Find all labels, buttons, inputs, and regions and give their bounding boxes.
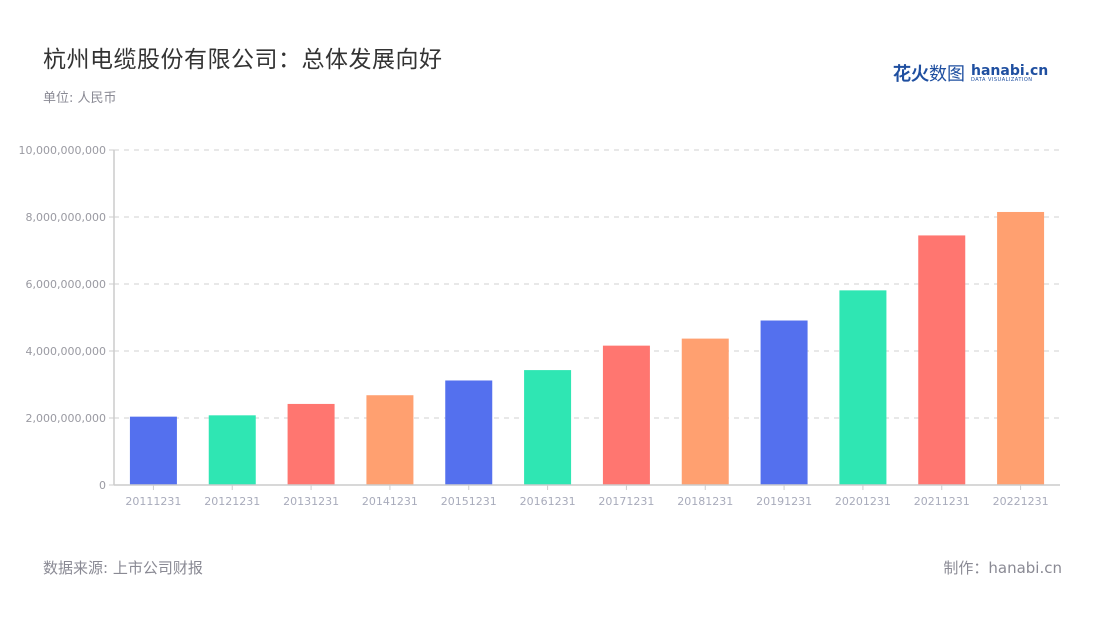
bar[interactable] [287,403,335,485]
bar[interactable] [524,370,572,485]
bar[interactable] [366,395,414,485]
bar[interactable] [918,235,966,485]
x-tick-label: 20191231 [756,495,812,508]
bar[interactable] [997,211,1045,485]
chart-title: 杭州电缆股份有限公司：总体发展向好 [43,47,443,73]
logo-cn-bold: 花火 [893,64,929,85]
logo-cn-thin: 数图 [929,64,965,85]
x-tick-label: 20161231 [520,495,576,508]
data-source: 数据来源: 上市公司财报 [43,559,203,577]
x-tick-label: 20201231 [835,495,891,508]
x-tick-label: 20221231 [993,495,1049,508]
gridlines [114,149,1060,419]
logo-en-main: hanabi.cn [971,62,1049,79]
logo-en-sub: DATA VISUALIZATION [971,76,1033,83]
x-tick-label: 20131231 [283,495,339,508]
x-axis: 20111231 20121231 20131231 20141231 20151231… [114,484,1060,508]
bar[interactable] [602,345,650,485]
logo-cn: 花火数图 [893,60,965,86]
x-tick-label: 20111231 [125,495,181,508]
bar[interactable] [208,415,256,485]
bar[interactable] [839,290,887,485]
x-tick-label: 20171231 [598,495,654,508]
bar[interactable] [129,416,177,485]
y-tick-label: 0 [99,479,106,492]
y-tick-label: 10,000,000,000 [19,144,106,157]
unit-label: 单位: 人民币 [43,91,117,106]
bar[interactable] [760,320,808,485]
credit: 制作：hanabi.cn [943,559,1062,577]
x-tick-label: 20211231 [914,495,970,508]
y-tick-label: 8,000,000,000 [26,211,106,224]
x-tick-label: 20151231 [441,495,497,508]
bars [129,211,1045,485]
y-tick-label: 4,000,000,000 [26,345,106,358]
brand-logo: 花火数图 hanabi.cn DATA VISUALIZATION [893,60,1048,86]
x-tick-label: 20121231 [204,495,260,508]
x-tick-label: 20141231 [362,495,418,508]
y-axis: 0 2,000,000,000 4,000,000,000 6,000,000,000… [19,144,115,492]
y-tick-label: 6,000,000,000 [26,278,106,291]
bar[interactable] [445,380,493,485]
x-tick-label: 20181231 [677,495,733,508]
y-tick-label: 2,000,000,000 [26,412,106,425]
bar[interactable] [681,338,729,485]
logo-en: hanabi.cn DATA VISUALIZATION [971,64,1048,83]
